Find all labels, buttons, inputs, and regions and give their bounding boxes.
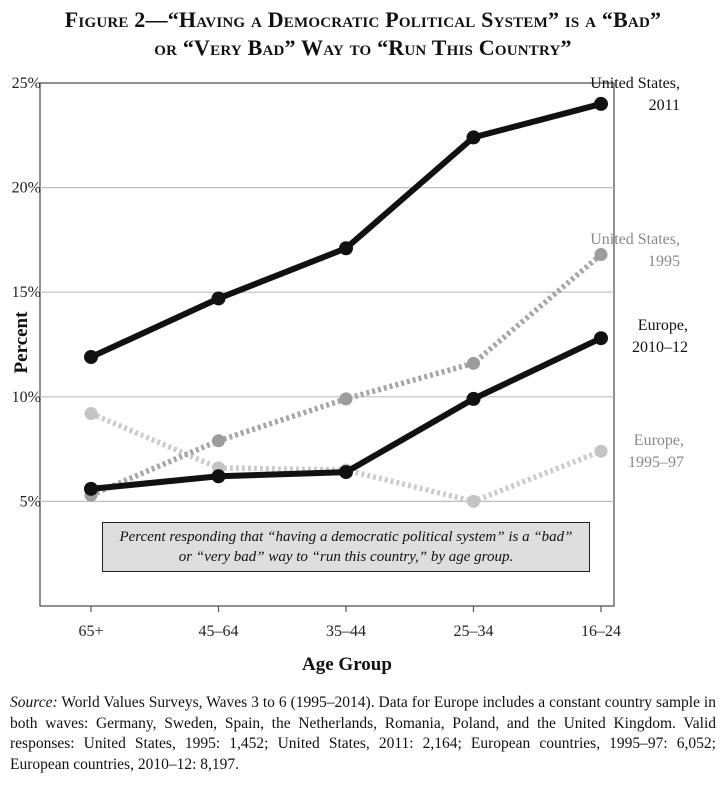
data-point xyxy=(594,96,608,111)
data-point xyxy=(467,356,480,370)
x-axis-title: Age Group xyxy=(302,654,392,675)
data-point xyxy=(339,392,353,406)
series-label: United States, xyxy=(590,75,680,92)
data-point xyxy=(466,391,481,406)
data-point xyxy=(466,130,481,145)
data-point xyxy=(84,350,98,365)
x-tick-label: 65+ xyxy=(78,623,103,640)
series-label: 1995 xyxy=(648,253,680,270)
y-tick-label: 20% xyxy=(12,180,41,197)
series-line xyxy=(89,411,603,505)
series-label: 2010–12 xyxy=(632,339,688,356)
x-tick-label: 16–24 xyxy=(581,623,621,640)
data-point xyxy=(211,291,226,306)
y-tick-label: 5% xyxy=(20,493,41,510)
series-label: 2011 xyxy=(649,97,680,114)
data-point xyxy=(339,465,353,480)
series-label: United States, xyxy=(590,231,680,248)
source-text: World Values Surveys, Waves 3 to 6 (1995… xyxy=(10,694,716,773)
y-tick-label: 25% xyxy=(12,75,41,92)
figure-title-line-2: or “Very Bad” Way to “Run This Country” xyxy=(154,35,572,60)
source-label: Source: xyxy=(10,694,58,711)
plot-frame xyxy=(39,82,615,607)
x-tick-label: 45–64 xyxy=(199,623,239,640)
series-label: 1995–97 xyxy=(628,454,684,471)
y-tick-label: 10% xyxy=(12,389,41,406)
x-tick-label: 35–44 xyxy=(326,623,366,640)
data-point xyxy=(212,434,225,448)
data-point xyxy=(594,248,608,262)
figure-title: Figure 2—“Having a Democratic Political … xyxy=(0,6,726,62)
data-point xyxy=(211,469,226,484)
data-point xyxy=(467,494,480,508)
data-point xyxy=(594,331,608,346)
figure-title-line-1: Figure 2—“Having a Democratic Political … xyxy=(64,7,662,32)
data-point xyxy=(84,407,98,421)
source-note: Source: World Values Surveys, Waves 3 to… xyxy=(10,693,716,775)
series-line xyxy=(89,101,602,360)
series-label: Europe, xyxy=(638,317,688,334)
x-tick-label: 25–34 xyxy=(454,623,494,640)
data-point xyxy=(84,481,98,496)
series-label: Europe, xyxy=(634,432,684,449)
y-tick-label: 15% xyxy=(12,284,41,301)
data-point xyxy=(594,444,608,458)
chart-note-box: Percent responding that “having a democr… xyxy=(102,522,590,572)
y-axis-title: Percent xyxy=(11,311,32,374)
data-point xyxy=(339,241,353,256)
